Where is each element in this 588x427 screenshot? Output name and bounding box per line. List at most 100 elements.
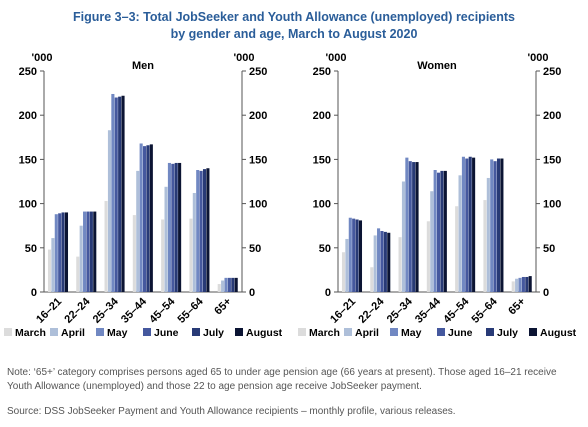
- bar-men-august: [149, 144, 153, 292]
- bar-men-may: [167, 162, 171, 292]
- bar-men-july: [89, 211, 93, 292]
- y-tick-label-left: 50: [319, 243, 331, 255]
- bar-men-may: [139, 143, 143, 292]
- x-tick-label: 55–64: [176, 295, 207, 326]
- bar-women-april: [430, 191, 434, 292]
- bar-women-july: [440, 170, 444, 292]
- footnote: Note: ‘65+’ category comprises persons a…: [7, 367, 557, 392]
- legend-label-july: July: [203, 327, 224, 339]
- bar-men-april: [136, 170, 140, 292]
- bar-women-march: [370, 267, 374, 292]
- bar-women-july: [383, 231, 387, 292]
- bar-men-may: [83, 211, 87, 292]
- bar-men-april: [79, 225, 83, 292]
- bar-men-may: [196, 170, 200, 292]
- bar-men-may: [54, 214, 58, 292]
- bar-men-april: [192, 192, 196, 292]
- bar-women-march: [426, 221, 430, 292]
- y-tick-label-right: 150: [249, 154, 267, 166]
- y-tick-label-left: 50: [25, 243, 37, 255]
- x-tick-label: 25–34: [385, 295, 416, 326]
- chart-title: Men: [132, 60, 154, 72]
- y-tick-label-right: 100: [249, 199, 267, 211]
- bar-men-march: [161, 219, 165, 292]
- bar-women-april: [515, 278, 519, 292]
- bar-women-july: [525, 276, 529, 292]
- bar-women-may: [348, 217, 352, 292]
- bar-women-june: [352, 218, 356, 292]
- y-tick-label-right: 200: [543, 110, 561, 122]
- bar-men-august: [64, 212, 69, 292]
- bar-men-march: [217, 284, 221, 292]
- y-unit-label-left: '000: [326, 52, 347, 64]
- y-tick-label-left: 250: [19, 66, 37, 78]
- figure-title: Figure 3–3: Total JobSeeker and Youth Al…: [73, 10, 515, 24]
- bar-women-may: [433, 170, 437, 292]
- bar-women-may: [377, 228, 381, 292]
- bar-men-april: [221, 280, 225, 292]
- legend-swatch-july: [192, 328, 200, 336]
- figure-subtitle: by gender and age, March to August 2020: [170, 27, 418, 41]
- bar-men-june: [86, 211, 90, 292]
- bar-men-april: [51, 238, 55, 292]
- x-tick-label: 16–21: [34, 296, 64, 326]
- bar-women-april: [373, 235, 377, 292]
- chart-men: '000 '000 Men 0 0 50 50 100 100 150 150 200 200 250 25…: [4, 52, 283, 339]
- bar-men-july: [61, 212, 65, 292]
- bar-women-april: [458, 175, 462, 292]
- bar-women-august: [415, 162, 419, 292]
- bar-men-march: [47, 249, 52, 292]
- bar-men-april: [107, 130, 112, 292]
- bar-men-august: [234, 277, 238, 292]
- x-tick-label: 55–64: [470, 295, 501, 326]
- legend-swatch-august: [235, 328, 243, 336]
- bar-men-june: [171, 163, 175, 292]
- bar-women-april: [486, 177, 490, 292]
- bar-women-march: [455, 206, 459, 292]
- bar-women-july: [412, 162, 416, 292]
- chart-women: '000 '000 Women 0 0 50 50 100 100 150 150 200 200 250…: [298, 52, 577, 339]
- bar-women-august: [500, 158, 504, 292]
- bar-women-april: [345, 238, 349, 292]
- bar-men-may: [111, 93, 115, 292]
- bar-men-march: [132, 215, 136, 292]
- bar-men-august: [121, 95, 125, 292]
- legend-label-july: July: [497, 327, 518, 339]
- bar-women-march: [483, 200, 487, 292]
- legend-swatch-june: [143, 328, 151, 336]
- bar-women-june: [437, 172, 441, 292]
- x-tick-label: 65+: [212, 296, 234, 318]
- legend-label-august: August: [540, 327, 577, 339]
- legend-label-august: August: [246, 327, 283, 339]
- y-tick-label-left: 200: [19, 110, 37, 122]
- source-note: Source: DSS JobSeeker Payment and Youth …: [7, 406, 456, 417]
- bar-men-july: [118, 96, 122, 292]
- bar-women-june: [521, 276, 525, 292]
- bar-women-june: [380, 231, 384, 292]
- y-tick-label-right: 150: [543, 154, 561, 166]
- y-unit-label-right: '000: [234, 52, 255, 64]
- bar-women-august: [358, 220, 363, 292]
- bar-women-march: [341, 252, 346, 292]
- y-tick-label-right: 0: [249, 287, 255, 299]
- legend-label-march: March: [15, 327, 46, 339]
- legend-label-june: June: [448, 327, 473, 339]
- legend-swatch-july: [486, 328, 494, 336]
- bar-women-june: [465, 158, 469, 292]
- legend-label-may: May: [107, 327, 128, 339]
- legend-swatch-may: [390, 328, 398, 336]
- bar-men-march: [189, 218, 193, 292]
- bar-men-june: [143, 146, 147, 292]
- bar-men-june: [199, 170, 203, 292]
- bar-women-august: [472, 157, 476, 292]
- bar-women-july: [496, 158, 501, 292]
- legend-swatch-june: [437, 328, 445, 336]
- bar-men-july: [174, 162, 178, 292]
- x-tick-label: 35–44: [413, 295, 444, 326]
- x-tick-label: 45–54: [441, 295, 472, 326]
- chart-title: Women: [417, 60, 457, 72]
- bar-men-july: [202, 169, 207, 292]
- legend-swatch-april: [344, 328, 352, 336]
- y-tick-label-left: 100: [313, 199, 331, 211]
- bar-women-august: [387, 232, 391, 292]
